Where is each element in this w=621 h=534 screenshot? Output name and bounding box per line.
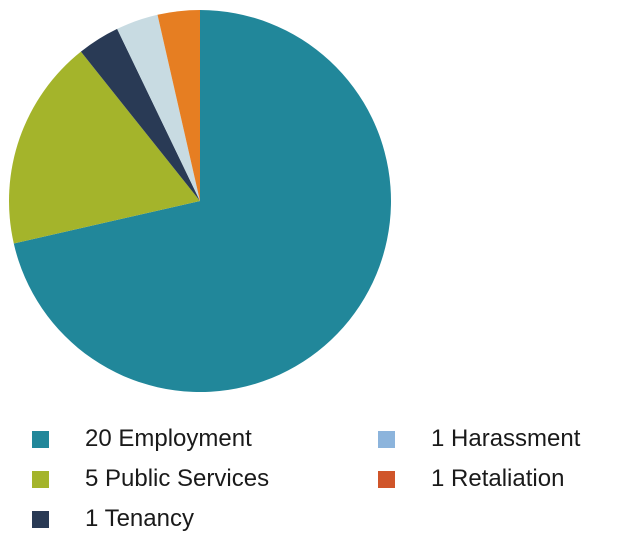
legend-swatch-tenancy: [32, 510, 49, 528]
legend-swatch-retaliation: [378, 470, 395, 488]
pie-slice-retaliation: [157, 10, 200, 201]
legend-item-harassment: 1 Harassment: [378, 424, 580, 454]
legend-swatch-employment: [32, 430, 49, 448]
legend-item-employment: 20 Employment: [32, 424, 252, 454]
legend-item-retaliation: 1 Retaliation: [378, 464, 564, 494]
legend-item-tenancy: 1 Tenancy: [32, 504, 194, 534]
pie-slice-harassment: [117, 14, 200, 201]
pie-slice-employment: [13, 10, 392, 392]
legend-swatch-harassment: [378, 430, 395, 448]
pie-slice-public-services: [8, 51, 200, 244]
legend-label-retaliation: 1 Retaliation: [431, 465, 565, 492]
legend-swatch-public-services: [32, 470, 49, 488]
legend-label-harassment: 1 Harassment: [431, 425, 581, 452]
legend-label-public-services: 5 Public Services: [85, 465, 270, 492]
legend-label-employment: 20 Employment: [85, 425, 252, 452]
legend-item-public-services: 5 Public Services: [32, 464, 269, 494]
pie-slice-tenancy: [80, 28, 200, 201]
legend-label-tenancy: 1 Tenancy: [85, 505, 194, 532]
